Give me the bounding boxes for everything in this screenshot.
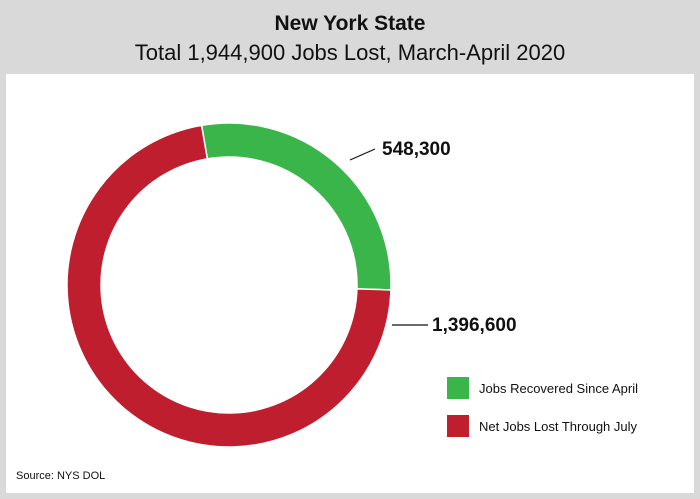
source-note: Source: NYS DOL [16,470,106,482]
legend-label-recovered: Jobs Recovered Since April [479,380,638,396]
leader-line-recovered [349,148,376,161]
legend-swatch-recovered [447,377,469,399]
slice-net-jobs-lost [66,124,392,448]
title-bar: New York State Total 1,944,900 Jobs Lost… [0,0,700,74]
chart-title: New York State [274,12,426,35]
slice-jobs-recovered [200,122,392,291]
legend-swatch-net-lost [447,415,469,437]
value-label-net-lost: 1,396,600 [432,315,517,336]
legend-label-net-lost: Net Jobs Lost Through July [479,418,638,434]
chart-subtitle: Total 1,944,900 Jobs Lost, March-April 2… [134,40,566,65]
legend-item-net-lost: Net Jobs Lost Through July [447,415,637,437]
legend-item-recovered: Jobs Recovered Since April [447,377,638,399]
chart-panel [6,74,694,493]
value-label-recovered: 548,300 [382,139,451,160]
